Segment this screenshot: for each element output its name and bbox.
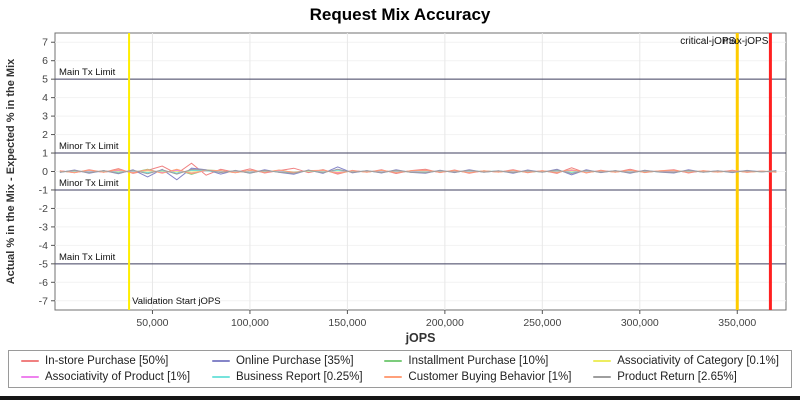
- x-tick-label: 150,000: [328, 317, 366, 329]
- legend-marker: [21, 376, 39, 378]
- x-tick-label: 200,000: [426, 317, 464, 329]
- legend-label: In-store Purchase [50%]: [45, 355, 169, 367]
- y-tick-label: 2: [42, 129, 48, 141]
- legend-marker: [384, 376, 403, 378]
- y-tick-label: 6: [42, 55, 48, 67]
- y-tick-label: -7: [39, 295, 48, 307]
- chart-title: Request Mix Accuracy: [309, 5, 491, 24]
- legend-label: Installment Purchase [10%]: [408, 355, 549, 367]
- limit-line-label: Main Tx Limit: [59, 67, 116, 78]
- y-tick-label: -4: [39, 240, 48, 252]
- limit-line-label: Main Tx Limit: [59, 252, 116, 263]
- legend-item: In-store Purchase [50%]: [21, 355, 190, 367]
- y-tick-label: 3: [42, 111, 48, 123]
- y-tick-label: -6: [39, 277, 48, 289]
- legend-item: Customer Buying Behavior [1%]: [384, 371, 571, 383]
- y-tick-label: 1: [42, 148, 48, 160]
- x-tick-label: 250,000: [523, 317, 561, 329]
- y-tick-label: -3: [39, 221, 48, 233]
- legend-label: Associativity of Product [1%]: [45, 371, 191, 383]
- legend: In-store Purchase [50%] Online Purchase […: [8, 350, 792, 388]
- y-tick-label: 7: [42, 37, 48, 49]
- marker-line-label: Validation Start jOPS: [132, 296, 221, 307]
- plot-area: Main Tx Limit Minor Tx Limit Minor Tx Limi…: [5, 32, 787, 345]
- legend-marker: [593, 376, 612, 378]
- y-axis-label: Actual % in the Mix - Expected % in the …: [5, 58, 17, 284]
- series-line-6: [59, 168, 777, 175]
- legend-marker: [593, 360, 612, 362]
- marker-line-label: critical-jOPS: [680, 36, 735, 47]
- x-axis-label: jOPS: [405, 331, 436, 345]
- y-tick-label: -2: [39, 203, 48, 215]
- series-line-7: [59, 168, 777, 175]
- legend-marker: [384, 360, 403, 362]
- y-tick-label: -5: [39, 258, 48, 270]
- legend-label: Product Return [2.65%]: [617, 371, 737, 383]
- bottom-bar: [0, 396, 800, 400]
- x-tick-label: 350,000: [718, 317, 756, 329]
- x-tick-label: 50,000: [136, 317, 168, 329]
- y-tick-label: 4: [42, 92, 48, 104]
- limit-line-label: Minor Tx Limit: [59, 141, 119, 152]
- legend-item: Associativity of Product [1%]: [21, 371, 190, 383]
- legend-label: Associativity of Category [0.1%]: [617, 355, 779, 367]
- x-tick-label: 100,000: [231, 317, 269, 329]
- y-tick-label: 0: [42, 166, 48, 178]
- y-tick-label: -1: [39, 184, 48, 196]
- legend-item: Installment Purchase [10%]: [384, 355, 571, 367]
- legend-item: Online Purchase [35%]: [211, 355, 363, 367]
- legend-label: Customer Buying Behavior [1%]: [408, 371, 572, 383]
- legend-label: Online Purchase [35%]: [235, 355, 354, 367]
- y-tick-label: 5: [42, 74, 48, 86]
- legend-item: Business Report [0.25%]: [211, 371, 363, 383]
- legend-marker: [211, 360, 230, 362]
- marker-line-label: max-jOPS: [723, 36, 769, 47]
- x-tick-label: 300,000: [621, 317, 659, 329]
- legend-item: Associativity of Category [0.1%]: [593, 355, 779, 367]
- limit-line-label: Minor Tx Limit: [59, 178, 119, 189]
- legend-marker: [211, 376, 230, 378]
- legend-item: Product Return [2.65%]: [593, 371, 779, 383]
- legend-marker: [21, 360, 39, 362]
- legend-label: Business Report [0.25%]: [235, 371, 363, 383]
